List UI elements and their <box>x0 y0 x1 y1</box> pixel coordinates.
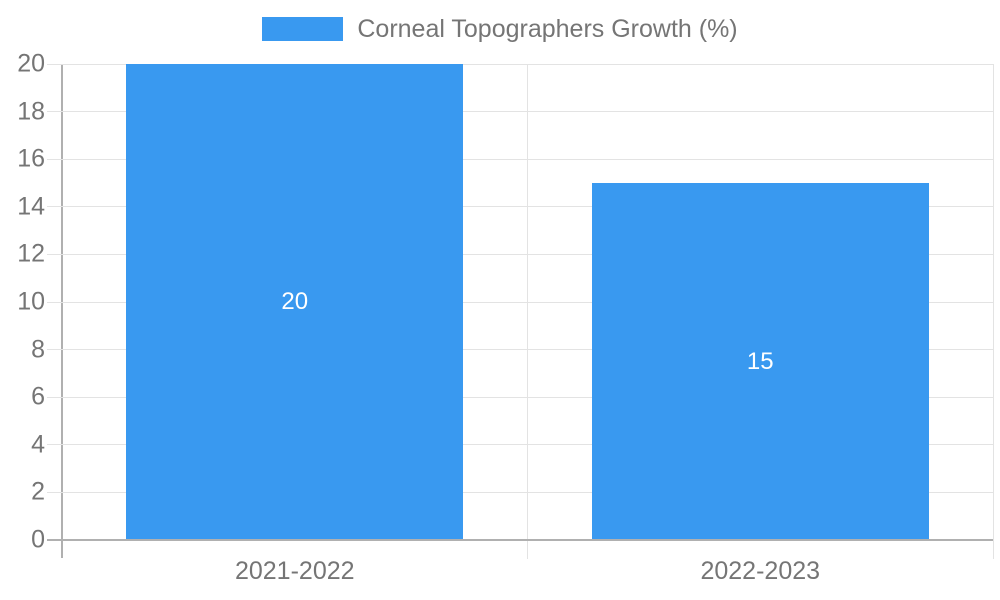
x-axis-labels: 2021-2022 2022-2023 <box>62 557 993 589</box>
gridline <box>47 349 993 351</box>
legend-swatch <box>262 17 344 41</box>
y-tick-label: 10 <box>17 287 45 316</box>
y-tick-label: 8 <box>31 335 45 364</box>
gridline <box>47 206 993 208</box>
x-axis-line <box>47 539 993 541</box>
bar[interactable]: 15 <box>591 183 929 540</box>
legend-item[interactable]: Corneal Topographers Growth (%) <box>262 15 738 43</box>
y-tick-label: 12 <box>17 239 45 268</box>
gridline <box>47 63 993 65</box>
y-tick-label: 6 <box>31 382 45 411</box>
gridline <box>47 396 993 398</box>
y-tick-label: 16 <box>17 144 45 173</box>
y-tick-label: 20 <box>17 49 45 78</box>
bar-value-label: 15 <box>746 347 774 375</box>
y-axis-line <box>61 64 63 558</box>
gridline <box>47 158 993 160</box>
gridline <box>47 111 993 113</box>
x-tick-label: 2021-2022 <box>234 557 355 585</box>
y-axis-labels: 0 2 4 6 8 10 12 14 16 18 20 <box>0 50 45 554</box>
legend-label: Corneal Topographers Growth (%) <box>357 15 738 43</box>
plot-area: 20 15 <box>47 63 994 559</box>
y-tick-label: 18 <box>17 97 45 126</box>
y-tick-label: 0 <box>31 525 45 554</box>
y-tick-label: 14 <box>17 192 45 221</box>
gridline <box>47 491 993 493</box>
bar-value-label: 20 <box>281 288 309 315</box>
category-boundary-line <box>992 64 994 559</box>
y-tick-label: 4 <box>31 430 45 459</box>
gridline <box>47 444 993 446</box>
bar[interactable]: 20 <box>126 64 464 540</box>
gridline <box>47 253 993 255</box>
gridline <box>47 301 993 303</box>
chart-legend: Corneal Topographers Growth (%) <box>0 15 1000 43</box>
x-tick-label: 2022-2023 <box>700 557 821 585</box>
category-boundary-line <box>527 64 528 559</box>
y-tick-label: 2 <box>31 477 45 506</box>
